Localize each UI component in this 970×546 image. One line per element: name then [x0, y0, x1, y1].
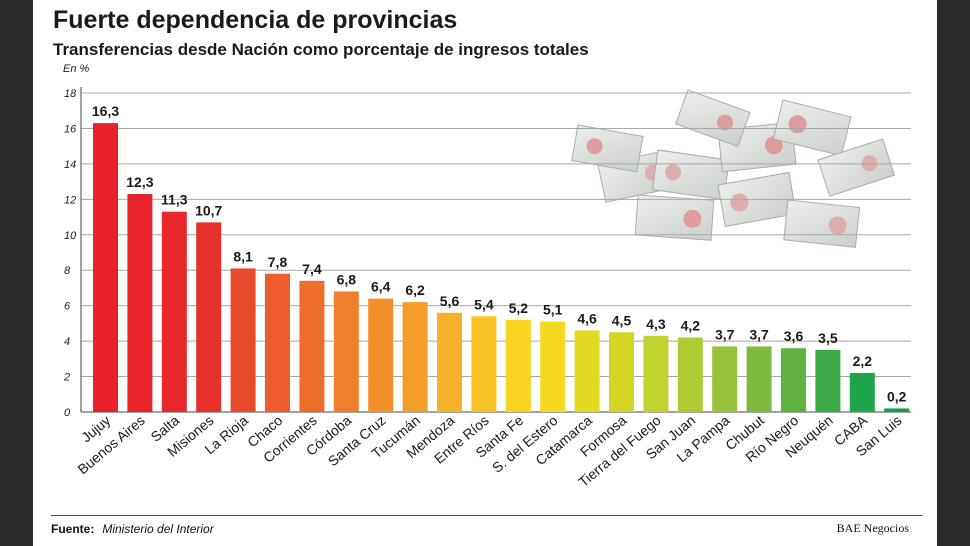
y-tick-label: 14: [64, 159, 76, 171]
brand-credit: BAE Negocios: [836, 521, 909, 535]
bar: [196, 222, 222, 412]
bar: [677, 337, 703, 412]
y-tick-label: 8: [64, 265, 71, 277]
bar-value-label: 4,3: [646, 316, 666, 332]
bar-value-label: 4,2: [681, 318, 701, 334]
bar-value-label: 5,2: [509, 300, 529, 316]
bar: [402, 302, 428, 412]
bar: [643, 335, 669, 412]
bar: [230, 268, 256, 412]
y-tick-label: 6: [64, 301, 71, 313]
footer-divider: [51, 515, 923, 516]
bar-value-label: 5,1: [543, 302, 563, 318]
bar: [265, 273, 290, 412]
bar: [849, 373, 875, 412]
y-tick-label: 10: [64, 230, 77, 242]
bar-value-label: 3,7: [749, 326, 769, 342]
bar: [437, 312, 462, 412]
y-tick-label: 12: [64, 194, 76, 206]
y-tick-label: 2: [63, 372, 70, 384]
bar-value-label: 12,3: [126, 174, 153, 190]
y-tick-label: 18: [64, 88, 77, 100]
source-label: Fuente:: [51, 522, 95, 536]
bar-value-label: 3,6: [784, 328, 804, 344]
bar: [815, 349, 841, 412]
bar-value-label: 4,6: [577, 310, 597, 326]
bar: [781, 348, 806, 412]
bar-value-label: 16,3: [92, 103, 119, 119]
bar: [609, 332, 634, 412]
source-note: Fuente: Ministerio del Interior: [51, 522, 214, 536]
y-axis-unit: En %: [63, 63, 90, 75]
y-tick-label: 16: [64, 123, 77, 135]
bar-value-label: 3,7: [715, 326, 735, 342]
bar: [746, 346, 772, 412]
bar-value-label: 6,2: [405, 282, 425, 298]
bar-value-label: 6,4: [371, 279, 391, 295]
bar-value-label: 10,7: [195, 202, 222, 218]
y-tick-label: 4: [64, 336, 70, 348]
banknotes-illustration: [571, 89, 896, 248]
bar: [161, 211, 187, 412]
bar-value-label: 6,8: [337, 271, 357, 287]
bar-value-label: 0,2: [887, 388, 907, 404]
bar: [93, 123, 118, 412]
bar-value-label: 2,2: [853, 353, 873, 369]
bar-value-label: 7,4: [302, 261, 322, 277]
chart-panel: Fuerte dependencia de provincias Transfe…: [33, 0, 937, 546]
bar-value-label: 8,1: [233, 248, 253, 264]
bar: [368, 298, 394, 412]
bar-value-label: 4,5: [612, 312, 632, 328]
bar: [574, 330, 600, 412]
bar: [471, 316, 497, 412]
bar: [712, 346, 738, 412]
bar: [540, 321, 566, 412]
bar: [127, 194, 153, 412]
bar-value-label: 5,4: [474, 296, 494, 312]
bar: [299, 280, 325, 412]
chart-subtitle: Transferencias desde Nación como porcent…: [53, 40, 589, 59]
y-tick-label: 0: [64, 407, 71, 419]
bar-value-label: 11,3: [161, 192, 188, 208]
bar: [884, 408, 910, 412]
bar-value-label: 3,5: [818, 330, 838, 346]
source-value: Ministerio del Interior: [102, 522, 214, 536]
bar: [505, 319, 531, 412]
bar-value-label: 5,6: [440, 293, 460, 309]
bar: [333, 291, 359, 412]
chart-title: Fuerte dependencia de provincias: [53, 6, 458, 34]
bar-value-label: 7,8: [268, 254, 288, 270]
